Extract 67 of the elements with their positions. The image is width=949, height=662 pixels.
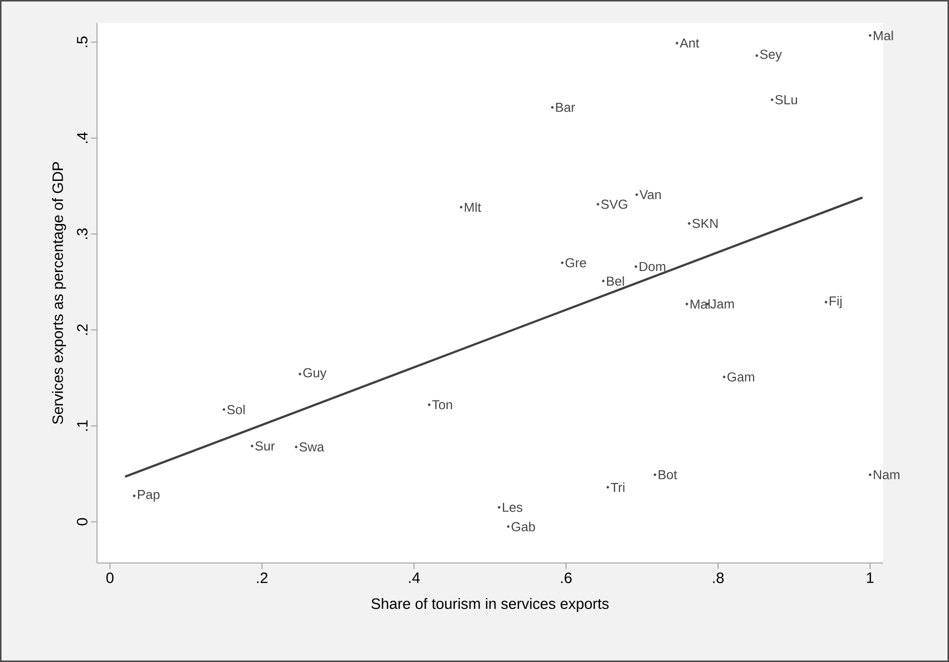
data-label: Swa — [299, 442, 324, 452]
point — [686, 302, 688, 306]
point — [498, 506, 500, 509]
y-tick-label: .1 — [77, 420, 88, 431]
data-label: SLu — [775, 95, 797, 104]
point — [596, 202, 600, 206]
point — [298, 372, 302, 376]
data-label: Mal — [874, 30, 893, 40]
data-label: Gam — [727, 372, 754, 382]
point — [676, 42, 678, 44]
x-axis-title: Share of tourism in services exports — [371, 598, 609, 612]
data-label: Gab — [512, 522, 535, 532]
y-tick-label: .4 — [77, 132, 88, 143]
data-label: Gre — [566, 258, 586, 268]
data-label: Ant — [680, 38, 700, 48]
data-label: Bot — [658, 470, 678, 480]
point — [602, 280, 605, 282]
data-label: Pap — [138, 490, 160, 502]
y-tick-label: .5 — [77, 36, 88, 48]
x-tick-label: .6 — [561, 572, 572, 584]
point — [654, 473, 656, 476]
point — [294, 446, 298, 448]
data-label: Tri — [610, 482, 624, 492]
point — [770, 98, 774, 102]
point — [688, 222, 690, 225]
point — [506, 525, 510, 528]
point — [551, 106, 554, 109]
data-label: Sey — [760, 50, 782, 62]
data-label: Nam — [874, 470, 900, 480]
y-axis-title: Services exports as percentage of GDP — [52, 162, 66, 424]
x-tick-label: .4 — [409, 572, 420, 583]
x-tick-label: 1 — [867, 572, 874, 583]
point — [132, 494, 136, 498]
data-label: Mlt — [464, 202, 482, 212]
data-label: Bar — [556, 102, 576, 112]
data-label: Van — [639, 190, 661, 200]
y-tick-label: .3 — [76, 228, 88, 239]
data-label: Jam — [710, 300, 734, 309]
data-label: Bel — [607, 276, 624, 286]
point — [222, 408, 226, 411]
point — [756, 54, 758, 57]
x-tick-label: .8 — [713, 572, 724, 584]
data-label: Ton — [432, 400, 452, 410]
point — [606, 486, 610, 489]
y-tick-label: 0 — [76, 518, 88, 526]
data-label: Fij — [830, 296, 842, 308]
point — [868, 34, 872, 37]
point — [250, 444, 254, 448]
data-label: Les — [502, 502, 522, 512]
x-tick-label: 0 — [106, 572, 114, 584]
point — [824, 300, 828, 304]
data-label: SKN — [692, 218, 718, 228]
point — [722, 376, 726, 378]
point — [635, 193, 638, 196]
point — [428, 403, 430, 406]
data-label: Sol — [227, 404, 245, 414]
data-label: Mal — [690, 299, 710, 309]
data-label: Sur — [255, 441, 275, 451]
data-label: Dom — [640, 262, 666, 272]
y-tick-label: .2 — [77, 324, 88, 335]
point — [634, 265, 638, 268]
x-tick-label: .2 — [257, 572, 268, 583]
point — [560, 261, 564, 264]
data-label: Guy — [303, 368, 326, 380]
point — [460, 206, 462, 208]
point — [868, 473, 872, 476]
data-label: SVG — [601, 200, 628, 209]
